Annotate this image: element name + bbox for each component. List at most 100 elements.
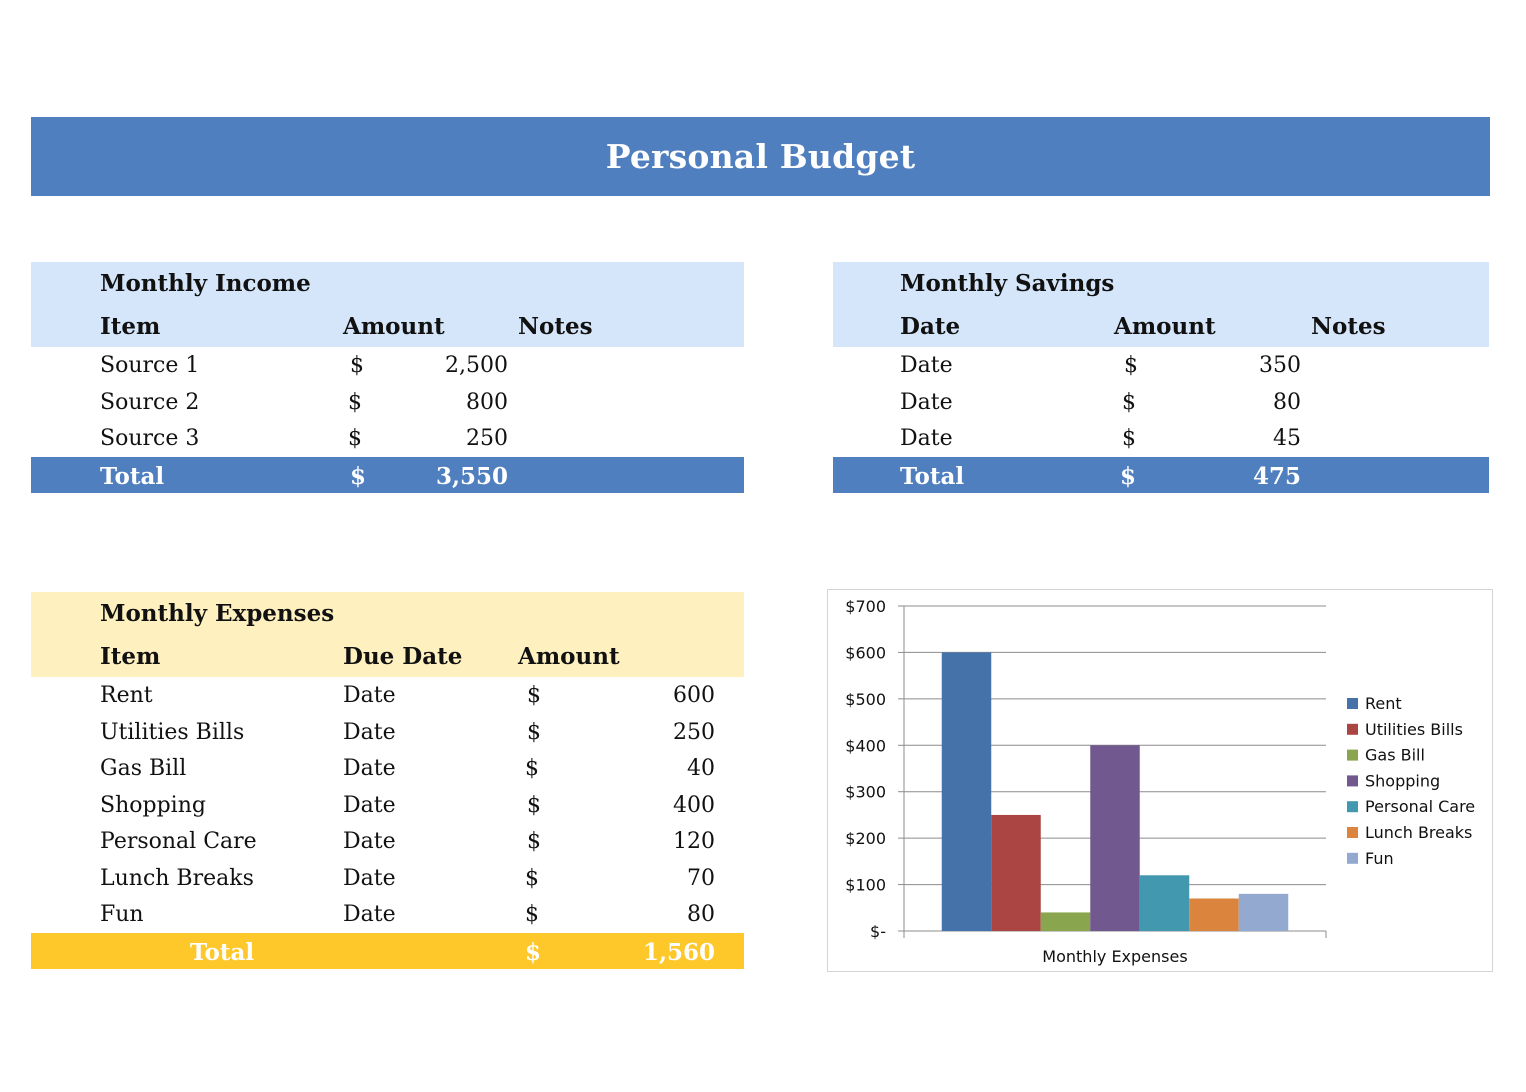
expense-amount: 70 — [687, 865, 715, 891]
savings-total-row: Total $ 475 — [833, 456, 1489, 493]
legend-label: Gas Bill — [1365, 746, 1425, 765]
savings-total-amount: 475 — [1252, 462, 1301, 490]
currency-symbol: $ — [1120, 462, 1137, 490]
expense-amount: 600 — [673, 683, 715, 708]
savings-col-notes: Notes — [1311, 313, 1386, 340]
expense-item: Lunch Breaks — [100, 865, 254, 891]
currency-symbol: $ — [525, 756, 539, 781]
currency-symbol: $ — [350, 462, 367, 490]
y-tick-label: $300 — [845, 783, 886, 802]
table-row: Source 3 $ 250 — [31, 420, 744, 457]
bar-personal-care — [1139, 875, 1190, 931]
income-item: Source 1 — [100, 353, 200, 378]
expense-date: Date — [343, 829, 396, 854]
y-tick-label: $- — [870, 922, 886, 941]
currency-symbol: $ — [525, 865, 539, 891]
savings-total-label: Total — [900, 462, 965, 490]
expense-item: Utilities Bills — [100, 719, 245, 745]
expense-item: Fun — [100, 902, 144, 927]
expense-date: Date — [343, 865, 396, 891]
table-row: Utilities Bills Date $ 250 — [31, 714, 744, 751]
table-row: Lunch Breaks Date $ 70 — [31, 860, 744, 897]
bar-lunch-breaks — [1189, 898, 1239, 931]
expenses-chart: $- $100 $200 $300 $400 $500 $600 $700 Monthly Ex… — [827, 589, 1493, 972]
currency-symbol: $ — [527, 719, 541, 745]
expense-item: Personal Care — [100, 829, 257, 854]
savings-date: Date — [900, 389, 953, 415]
currency-symbol: $ — [1124, 353, 1138, 378]
expense-item: Shopping — [100, 792, 206, 818]
expense-item: Rent — [100, 683, 153, 708]
income-header: Monthly Income Item Amount Notes — [31, 262, 744, 347]
legend-label: Utilities Bills — [1365, 720, 1463, 739]
x-category-label: Monthly Expenses — [1042, 947, 1187, 966]
expense-date: Date — [343, 719, 396, 745]
expense-amount: 120 — [673, 829, 715, 854]
expense-item: Gas Bill — [100, 756, 187, 781]
expense-date: Date — [343, 792, 396, 818]
savings-title: Monthly Savings — [900, 270, 1115, 297]
expenses-total-row: Total $ 1,560 — [31, 932, 744, 969]
expense-date: Date — [343, 902, 396, 927]
legend-label: Personal Care — [1365, 797, 1475, 816]
table-row: Fun Date $ 80 — [31, 896, 744, 933]
y-tick-label: $200 — [845, 829, 886, 848]
income-col-item: Item — [100, 313, 161, 340]
legend-swatch — [1347, 749, 1358, 761]
legend-swatch — [1347, 775, 1358, 787]
income-total-row: Total $ 3,550 — [31, 456, 744, 493]
table-row: Personal Care Date $ 120 — [31, 823, 744, 860]
bar-shopping — [1090, 745, 1140, 931]
table-row: Date $ 45 — [833, 420, 1489, 457]
currency-symbol: $ — [527, 792, 541, 818]
legend-swatch — [1347, 723, 1358, 735]
table-row: Rent Date $ 600 — [31, 677, 744, 714]
y-tick-label: $500 — [845, 690, 886, 709]
savings-date: Date — [900, 353, 953, 378]
currency-symbol: $ — [350, 353, 364, 378]
income-table: Monthly Income Item Amount Notes Source … — [31, 262, 744, 493]
income-amount: 800 — [466, 389, 508, 415]
currency-symbol: $ — [348, 426, 362, 451]
expense-amount: 250 — [673, 719, 715, 745]
legend-swatch — [1347, 852, 1358, 864]
currency-symbol: $ — [525, 902, 539, 927]
currency-symbol: $ — [527, 683, 541, 708]
expense-amount: 40 — [687, 756, 715, 781]
bar-fun — [1238, 893, 1289, 931]
bar-gas-bill — [1040, 912, 1091, 931]
expense-date: Date — [343, 756, 396, 781]
expenses-bar-chart: $- $100 $200 $300 $400 $500 $600 $700 Monthly Ex… — [845, 597, 1475, 966]
income-col-notes: Notes — [518, 313, 593, 340]
savings-date: Date — [900, 426, 953, 451]
income-total-label: Total — [100, 462, 165, 490]
legend-label: Rent — [1365, 694, 1402, 713]
page-title: Personal Budget — [31, 117, 1490, 196]
expense-amount: 400 — [673, 792, 715, 818]
savings-amount: 45 — [1273, 426, 1301, 451]
income-item: Source 3 — [100, 426, 200, 451]
income-total-amount: 3,550 — [435, 462, 508, 490]
legend-label: Lunch Breaks — [1365, 823, 1472, 842]
table-row: Date $ 80 — [833, 384, 1489, 421]
currency-symbol: $ — [525, 938, 542, 966]
expenses-title: Monthly Expenses — [100, 600, 335, 627]
income-col-amount: Amount — [343, 313, 445, 340]
currency-symbol: $ — [348, 389, 362, 415]
legend-swatch — [1347, 827, 1358, 838]
legend-label: Fun — [1365, 849, 1394, 868]
y-tick-label: $400 — [845, 736, 886, 755]
table-row: Source 1 $ 2,500 — [31, 347, 744, 384]
savings-amount: 350 — [1259, 353, 1301, 378]
legend-label: Shopping — [1365, 771, 1440, 790]
income-amount: 2,500 — [445, 353, 508, 378]
expenses-header: Monthly Expenses Item Due Date Amount — [31, 592, 744, 677]
expenses-col-due-date: Due Date — [343, 643, 463, 670]
legend-swatch — [1347, 801, 1358, 813]
y-tick-label: $100 — [845, 876, 886, 895]
y-tick-label: $600 — [845, 643, 886, 662]
expenses-table: Monthly Expenses Item Due Date Amount Re… — [31, 592, 744, 969]
y-tick-label: $700 — [845, 597, 886, 616]
expenses-total-label: Total — [190, 938, 255, 966]
table-row: Shopping Date $ 400 — [31, 787, 744, 824]
